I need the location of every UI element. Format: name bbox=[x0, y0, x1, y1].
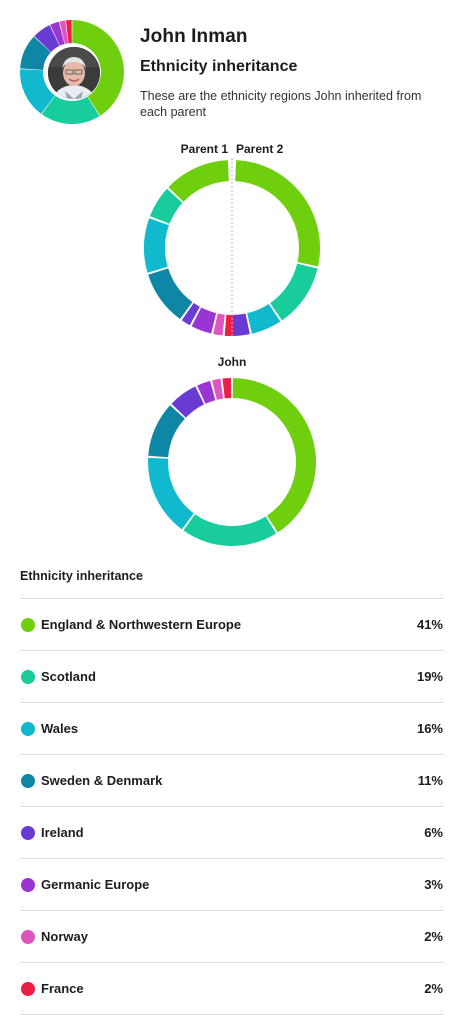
child-label: John bbox=[217, 355, 247, 369]
page-description: These are the ethnicity regions John inh… bbox=[140, 89, 422, 119]
region-name: England & Northwestern Europe bbox=[41, 617, 242, 632]
region-name: Germanic Europe bbox=[41, 877, 150, 892]
region-row-france[interactable]: France 2% bbox=[20, 963, 444, 1015]
region-name: Scotland bbox=[41, 669, 96, 684]
region-row-england-northwestern-europe[interactable]: England & Northwestern Europe 41% bbox=[20, 599, 444, 651]
region-percent: 2% bbox=[424, 929, 443, 944]
region-percent: 3% bbox=[424, 877, 443, 892]
region-color-dot bbox=[21, 773, 35, 788]
child-donut-slice-germanic-europe[interactable] bbox=[197, 380, 216, 404]
parent1-label: Parent 1 bbox=[180, 142, 228, 156]
profile-header: John Inman Ethnicity inheritance These a… bbox=[0, 0, 464, 130]
region-percent: 6% bbox=[424, 825, 443, 840]
parents-labels: Parent 1 Parent 2 bbox=[0, 142, 464, 158]
profile-donut-slice-sweden-denmark[interactable] bbox=[20, 36, 51, 70]
region-color-dot bbox=[21, 617, 35, 632]
profile-donut-slice-ireland[interactable] bbox=[34, 25, 60, 53]
profile-donut-slice-germanic-europe[interactable] bbox=[50, 21, 65, 46]
region-color-dot bbox=[21, 825, 35, 840]
parent1-slice-norway[interactable] bbox=[213, 313, 225, 336]
child-donut-slice-ireland[interactable] bbox=[171, 386, 205, 418]
parent2-label: Parent 2 bbox=[236, 142, 284, 156]
child-donut-slice-france[interactable] bbox=[222, 378, 232, 399]
avatar[interactable] bbox=[48, 47, 100, 99]
region-name: Wales bbox=[41, 721, 79, 736]
parent2-slice-england-northwestern-europe[interactable] bbox=[235, 160, 320, 267]
ethnicity-table: England & Northwestern Europe 41% Scotland… bbox=[20, 598, 444, 1015]
profile-name: John Inman bbox=[140, 26, 248, 47]
region-name: Norway bbox=[41, 929, 88, 944]
region-percent: 16% bbox=[416, 721, 443, 736]
region-percent: 19% bbox=[416, 669, 443, 684]
profile-donut-slice-england-northwestern-europe[interactable] bbox=[72, 20, 125, 116]
region-row-ireland[interactable]: Ireland 6% bbox=[20, 807, 444, 859]
profile-ethnicity-donut bbox=[20, 20, 125, 125]
parent1-slice-england-northwestern-europe[interactable] bbox=[168, 160, 229, 202]
child-donut-slice-wales[interactable] bbox=[148, 457, 194, 530]
child-donut-slice-norway[interactable] bbox=[212, 378, 224, 400]
parents-donut-chart bbox=[144, 158, 320, 338]
region-row-wales[interactable]: Wales 16% bbox=[20, 703, 444, 755]
region-color-dot bbox=[21, 981, 35, 996]
parent1-slice-ireland[interactable] bbox=[181, 303, 200, 326]
profile-donut-slice-scotland[interactable] bbox=[41, 95, 100, 125]
profile-donut-slice-norway[interactable] bbox=[59, 20, 69, 44]
region-color-dot bbox=[21, 929, 35, 944]
parent1-slice-wales[interactable] bbox=[144, 218, 169, 273]
parent1-slice-sweden-denmark[interactable] bbox=[148, 268, 193, 320]
region-name: Ireland bbox=[41, 825, 84, 840]
parent2-slice-wales[interactable] bbox=[247, 303, 281, 334]
profile-donut-slice-france[interactable] bbox=[65, 20, 72, 44]
child-donut-slice-sweden-denmark[interactable] bbox=[148, 405, 185, 458]
parent2-slice-scotland[interactable] bbox=[270, 263, 318, 321]
region-color-dot bbox=[21, 877, 35, 892]
parent1-slice-scotland[interactable] bbox=[149, 188, 183, 224]
region-row-norway[interactable]: Norway 2% bbox=[20, 911, 444, 963]
region-percent: 41% bbox=[416, 617, 443, 632]
region-percent: 2% bbox=[424, 981, 443, 996]
profile-donut-slice-wales[interactable] bbox=[20, 69, 55, 114]
region-color-dot bbox=[21, 669, 35, 684]
child-donut-chart bbox=[148, 378, 317, 546]
child-donut-slice-scotland[interactable] bbox=[183, 514, 277, 546]
region-row-germanic-europe[interactable]: Germanic Europe 3% bbox=[20, 859, 444, 911]
region-percent: 11% bbox=[417, 773, 443, 788]
region-row-sweden-denmark[interactable]: Sweden & Denmark 11% bbox=[20, 755, 444, 807]
parent2-slice-ireland[interactable] bbox=[230, 313, 250, 336]
region-color-dot bbox=[21, 721, 35, 736]
page-title: Ethnicity inheritance bbox=[140, 58, 298, 75]
parent1-slice-germanic-europe[interactable] bbox=[191, 307, 217, 334]
child-donut-slice-england-northwestern-europe[interactable] bbox=[232, 378, 317, 533]
region-row-scotland[interactable]: Scotland 19% bbox=[20, 651, 444, 703]
region-name: France bbox=[41, 981, 84, 996]
profile-photo bbox=[48, 47, 100, 99]
region-name: Sweden & Denmark bbox=[41, 773, 163, 788]
parent1-slice-france[interactable] bbox=[224, 314, 234, 336]
ethnicity-table-title: Ethnicity inheritance bbox=[20, 569, 143, 583]
